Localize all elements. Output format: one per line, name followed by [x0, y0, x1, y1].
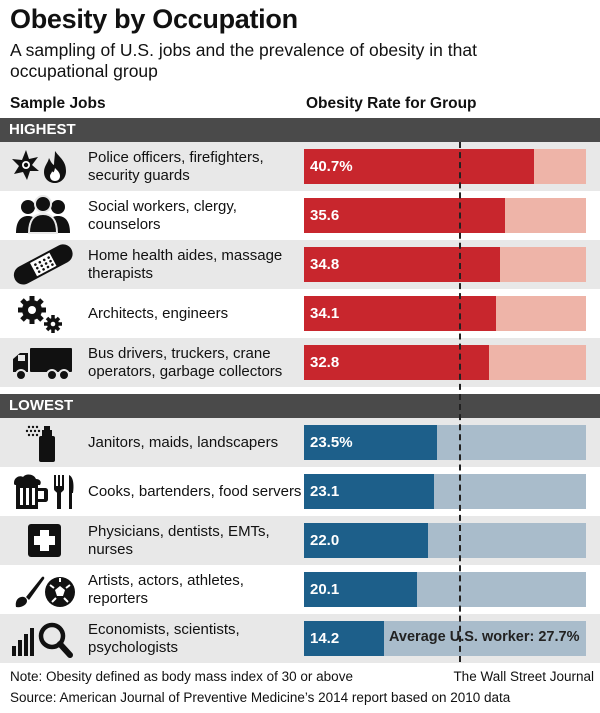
- bar-track: 23.1: [304, 474, 586, 509]
- column-header-jobs: Sample Jobs: [10, 95, 106, 112]
- bar: [304, 149, 534, 184]
- average-reference-line: [459, 142, 461, 662]
- medical-cross-icon: [8, 520, 78, 561]
- bar: [304, 523, 428, 558]
- bar-track: 40.7%: [304, 149, 586, 184]
- job-label: Economists, scientists, psychologists: [88, 620, 240, 656]
- people-icon: [8, 195, 78, 236]
- footnote: Note: Obesity defined as body mass index…: [10, 669, 353, 684]
- brush-ball-icon: [8, 569, 78, 610]
- job-label: Home health aides, massage therapists: [88, 246, 283, 282]
- section-header-highest: HIGHEST: [0, 118, 600, 142]
- bar-row: Bus drivers, truckers, crane operators, …: [0, 338, 600, 387]
- bar-row: Cooks, bartenders, food servers 23.1: [0, 467, 600, 516]
- job-label: Cooks, bartenders, food servers: [88, 482, 302, 500]
- bar: [304, 345, 489, 380]
- bar-track: 34.1: [304, 296, 586, 331]
- bar-track: 32.8: [304, 345, 586, 380]
- bar-value-label: 40.7%: [310, 158, 353, 175]
- bar-value-label: 23.5%: [310, 434, 353, 451]
- bar-track: 23.5%: [304, 425, 586, 460]
- bar-value-label: 14.2: [310, 630, 340, 647]
- bar-track: 22.0: [304, 523, 586, 558]
- job-label: Police officers, firefighters, security …: [88, 148, 264, 184]
- bar-value-label: 20.1: [310, 581, 340, 598]
- job-label: Janitors, maids, landscapers: [88, 433, 279, 451]
- job-label: Physicians, dentists, EMTs, nurses: [88, 522, 270, 558]
- bar-track: 14.2: [304, 621, 586, 656]
- bar: [304, 474, 434, 509]
- section-header-lowest: LOWEST: [0, 394, 600, 418]
- bar-value-label: 22.0: [310, 532, 340, 549]
- chart-magnifier-icon: [8, 618, 78, 659]
- chart-title: Obesity by Occupation: [10, 4, 298, 34]
- job-label: Architects, engineers: [88, 304, 229, 322]
- bar-row: Police officers, firefighters, security …: [0, 142, 600, 191]
- bar-value-label: 23.1: [310, 483, 340, 500]
- bar-track: 34.8: [304, 247, 586, 282]
- beer-fork-knife-icon: [8, 471, 78, 512]
- bar-value-label: 34.8: [310, 256, 340, 273]
- column-header-rate: Obesity Rate for Group: [306, 95, 477, 112]
- bar: [304, 621, 384, 656]
- source-note: Source: American Journal of Preventive M…: [10, 690, 511, 705]
- police-fire-icon: [8, 146, 78, 187]
- spray-bottle-icon: [8, 422, 78, 463]
- job-label: Artists, actors, athletes, reporters: [88, 571, 244, 607]
- bar-row: Architects, engineers 34.1: [0, 289, 600, 338]
- bar-row: Physicians, dentists, EMTs, nurses 22.0: [0, 516, 600, 565]
- publisher-credit: The Wall Street Journal: [453, 669, 594, 684]
- bandage-icon: [8, 244, 78, 285]
- bar-row: Janitors, maids, landscapers 23.5%: [0, 418, 600, 467]
- chart-subtitle: A sampling of U.S. jobs and the prevalen…: [10, 40, 477, 81]
- bar: [304, 425, 437, 460]
- bar: [304, 198, 505, 233]
- gears-icon: [8, 293, 78, 334]
- bar-row: Artists, actors, athletes, reporters 20.1: [0, 565, 600, 614]
- bar-value-label: 32.8: [310, 354, 340, 371]
- truck-icon: [8, 342, 78, 383]
- job-label: Bus drivers, truckers, crane operators, …: [88, 344, 283, 380]
- bar-row: Home health aides, massage therapists 34.…: [0, 240, 600, 289]
- bar-value-label: 34.1: [310, 305, 340, 322]
- bar: [304, 572, 417, 607]
- bar-track: 35.6: [304, 198, 586, 233]
- bar-value-label: 35.6: [310, 207, 340, 224]
- bar: [304, 247, 500, 282]
- bar-track: 20.1: [304, 572, 586, 607]
- bar: [304, 296, 496, 331]
- bar-row: Economists, scientists, psychologists 14.…: [0, 614, 600, 663]
- bar-row: Social workers, clergy, counselors 35.6: [0, 191, 600, 240]
- average-reference-label: Average U.S. worker: 27.7%: [389, 629, 580, 645]
- job-label: Social workers, clergy, counselors: [88, 197, 237, 233]
